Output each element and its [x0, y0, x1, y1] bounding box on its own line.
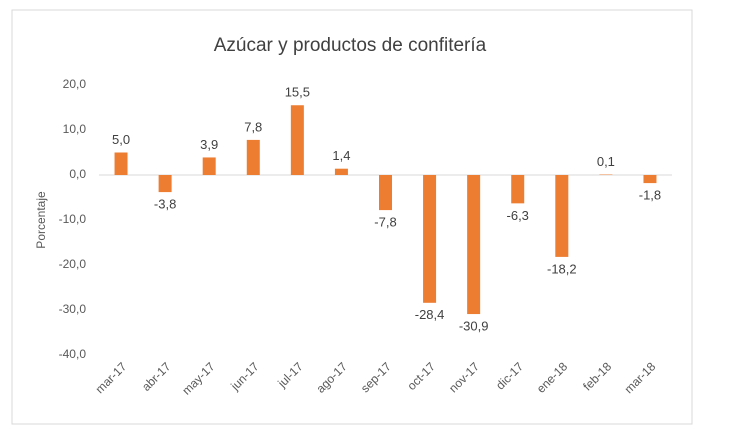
y-tick-label: -20,0 — [59, 257, 87, 271]
y-tick-label: -40,0 — [59, 347, 87, 361]
x-tick-label: sep-17 — [358, 359, 394, 395]
value-label: -6,3 — [507, 208, 529, 223]
bar — [290, 105, 304, 175]
value-label: -1,8 — [639, 188, 661, 203]
y-tick-label: 20,0 — [63, 77, 87, 91]
bar — [158, 175, 172, 193]
value-label: -18,2 — [547, 261, 577, 276]
bar — [202, 157, 216, 175]
bar — [423, 175, 437, 303]
x-tick-label: jun-17 — [227, 359, 261, 393]
chart-title: Azúcar y productos de confitería — [214, 35, 487, 56]
y-tick-label: 0,0 — [69, 167, 86, 181]
x-tick-label: nov-17 — [446, 359, 482, 395]
value-label: 0,1 — [597, 154, 615, 169]
chart-frame — [11, 9, 693, 425]
value-label: 15,5 — [285, 85, 310, 100]
x-tick-label: jul-17 — [274, 359, 306, 391]
value-label: -3,8 — [154, 197, 176, 212]
y-tick-label: -10,0 — [59, 212, 87, 226]
value-label: 3,9 — [200, 137, 218, 152]
value-label: 7,8 — [244, 119, 262, 134]
x-tick-label: mar-17 — [93, 359, 130, 396]
x-tick-label: ene-18 — [534, 359, 571, 396]
x-tick-label: mar-18 — [622, 359, 659, 396]
x-tick-label: ago-17 — [313, 359, 350, 396]
bar — [643, 175, 657, 184]
bar — [511, 175, 525, 204]
value-label: 1,4 — [332, 148, 350, 163]
y-tick-label: -30,0 — [59, 302, 87, 316]
value-label: -28,4 — [415, 307, 445, 322]
bar — [246, 139, 260, 175]
bar — [555, 175, 569, 257]
y-tick-label: 10,0 — [63, 122, 87, 136]
bar — [334, 168, 348, 175]
bar — [114, 152, 128, 175]
x-tick-label: may-17 — [179, 359, 217, 397]
value-label: -7,8 — [374, 215, 396, 230]
x-tick-label: oct-17 — [404, 359, 438, 393]
bar — [467, 175, 481, 315]
x-tick-label: feb-18 — [580, 359, 614, 393]
bar — [379, 175, 392, 211]
value-label: -30,9 — [459, 318, 489, 333]
y-axis-label: Porcentaje — [34, 191, 48, 249]
x-tick-label: dic-17 — [493, 359, 526, 392]
x-tick-label: abr-17 — [139, 359, 174, 394]
value-label: 5,0 — [112, 132, 130, 147]
